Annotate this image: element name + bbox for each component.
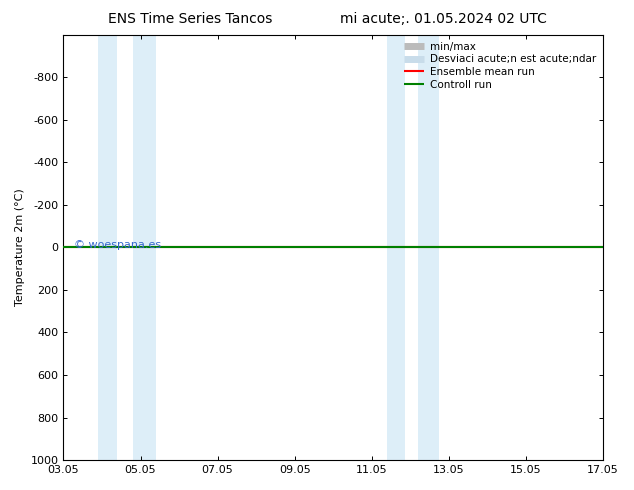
Bar bbox=[387, 35, 404, 460]
Bar bbox=[418, 35, 439, 460]
Text: ENS Time Series Tancos: ENS Time Series Tancos bbox=[108, 12, 273, 26]
Legend: min/max, Desviaci acute;n est acute;ndar, Ensemble mean run, Controll run: min/max, Desviaci acute;n est acute;ndar… bbox=[401, 40, 598, 92]
Text: © woespana.es: © woespana.es bbox=[74, 240, 161, 250]
Bar bbox=[98, 35, 117, 460]
Text: mi acute;. 01.05.2024 02 UTC: mi acute;. 01.05.2024 02 UTC bbox=[340, 12, 547, 26]
Bar bbox=[133, 35, 156, 460]
Y-axis label: Temperature 2m (°C): Temperature 2m (°C) bbox=[15, 189, 25, 306]
